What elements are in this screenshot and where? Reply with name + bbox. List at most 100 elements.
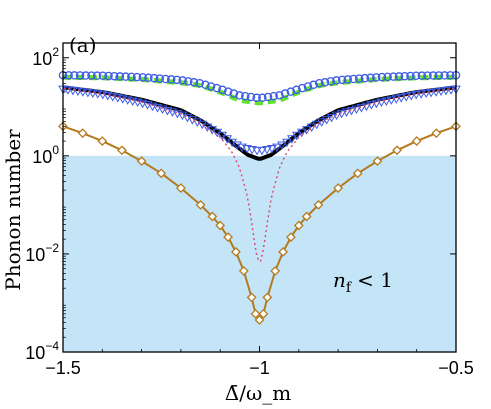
circle-marker	[161, 74, 170, 84]
circle-marker	[149, 73, 159, 83]
diamond-marker	[431, 128, 442, 139]
triangle-marker	[446, 86, 456, 95]
circle-marker	[218, 85, 227, 95]
series-pink-dotted-line	[62, 87, 457, 262]
circle-marker	[411, 71, 421, 81]
circle-marker	[337, 75, 347, 85]
diamond-marker	[270, 266, 281, 276]
circle-marker	[292, 85, 301, 95]
triangle-marker	[371, 99, 382, 109]
triangle-marker	[291, 131, 302, 141]
circle-marker	[446, 71, 455, 80]
triangle-marker	[376, 98, 387, 108]
triangle-marker	[78, 88, 88, 97]
circle-marker	[70, 71, 79, 80]
circle-marker	[320, 78, 330, 87]
triangle-marker	[296, 128, 307, 138]
circle-marker	[303, 82, 313, 91]
x-tick-label: −1.5	[45, 358, 81, 378]
circle-marker	[423, 71, 432, 80]
circle-marker	[235, 91, 244, 100]
circle-marker	[127, 72, 136, 82]
circle-marker	[189, 78, 199, 87]
triangle-marker	[311, 120, 322, 130]
diamond-marker	[258, 308, 269, 319]
triangle-marker	[326, 113, 337, 123]
y-axis-title: Phonon number	[1, 129, 25, 291]
diamond-marker	[301, 211, 312, 222]
circle-marker	[417, 71, 427, 80]
triangle-marker	[386, 96, 397, 105]
x-tick-label: −1	[249, 358, 270, 378]
triangle-marker	[426, 88, 436, 98]
circle-marker	[394, 72, 404, 81]
y-tick-exponent: 2	[52, 45, 59, 59]
diamond-marker	[238, 266, 249, 276]
circle-marker	[178, 76, 187, 85]
y-tick-base: 10	[32, 49, 52, 69]
circle-marker	[115, 72, 125, 81]
circle-marker	[98, 71, 108, 81]
diamond-marker	[207, 211, 218, 222]
y-tick-label: 10−2	[25, 241, 59, 265]
triangle-marker	[331, 111, 342, 121]
circle-marker	[349, 74, 358, 84]
series-layer	[58, 70, 461, 325]
triangle-marker	[366, 101, 377, 110]
circle-marker	[343, 75, 353, 84]
circle-marker	[201, 80, 210, 90]
diamond-marker	[352, 168, 363, 179]
triangle-marker	[341, 108, 352, 117]
circle-marker	[377, 72, 387, 82]
triangle-marker	[286, 135, 297, 144]
diamond-marker	[77, 128, 88, 139]
circle-marker	[132, 72, 142, 82]
circle-marker	[166, 75, 176, 84]
triangle-marker	[381, 97, 392, 106]
diamond-marker	[293, 220, 304, 231]
y-tick-base: 10	[25, 245, 45, 265]
diamond-marker	[136, 156, 147, 167]
diamond-marker	[411, 136, 422, 146]
annotation-subscript: f	[346, 280, 353, 296]
triangle-marker	[396, 94, 407, 103]
triangle-marker	[301, 126, 312, 135]
circle-marker	[241, 91, 250, 101]
triangle-marker	[436, 87, 446, 97]
circle-marker	[309, 80, 318, 90]
triangle-marker	[262, 146, 272, 155]
diamond-marker	[372, 156, 383, 167]
diamond-marker	[262, 292, 273, 303]
diamond-marker	[231, 246, 241, 257]
diamond-marker	[97, 136, 108, 146]
circle-marker	[389, 72, 398, 81]
triangle-marker	[212, 128, 223, 138]
triangle-marker	[73, 87, 83, 97]
circle-marker	[286, 87, 296, 96]
circle-marker	[440, 71, 449, 80]
y-tick-base: 10	[25, 343, 45, 363]
circle-marker	[428, 71, 438, 80]
circle-marker	[252, 93, 261, 103]
circle-marker	[195, 79, 204, 88]
diamond-marker	[175, 183, 186, 194]
circle-marker	[138, 73, 147, 82]
diamond-marker	[223, 232, 233, 243]
circle-marker	[184, 77, 193, 86]
triangle-marker	[316, 118, 327, 127]
circle-marker	[406, 71, 415, 81]
diamond-marker	[278, 246, 288, 257]
triangle-marker	[346, 106, 357, 116]
diamond-marker	[195, 199, 206, 210]
diamond-marker	[313, 199, 324, 210]
circle-marker	[258, 93, 267, 103]
circle-marker	[121, 72, 130, 81]
circle-marker	[87, 71, 96, 80]
circle-marker	[110, 71, 119, 81]
y-tick-label: 102	[32, 45, 59, 69]
panel-label: (a)	[69, 33, 97, 57]
circle-marker	[206, 82, 216, 91]
circle-marker	[383, 72, 392, 82]
triangle-marker	[83, 88, 93, 98]
